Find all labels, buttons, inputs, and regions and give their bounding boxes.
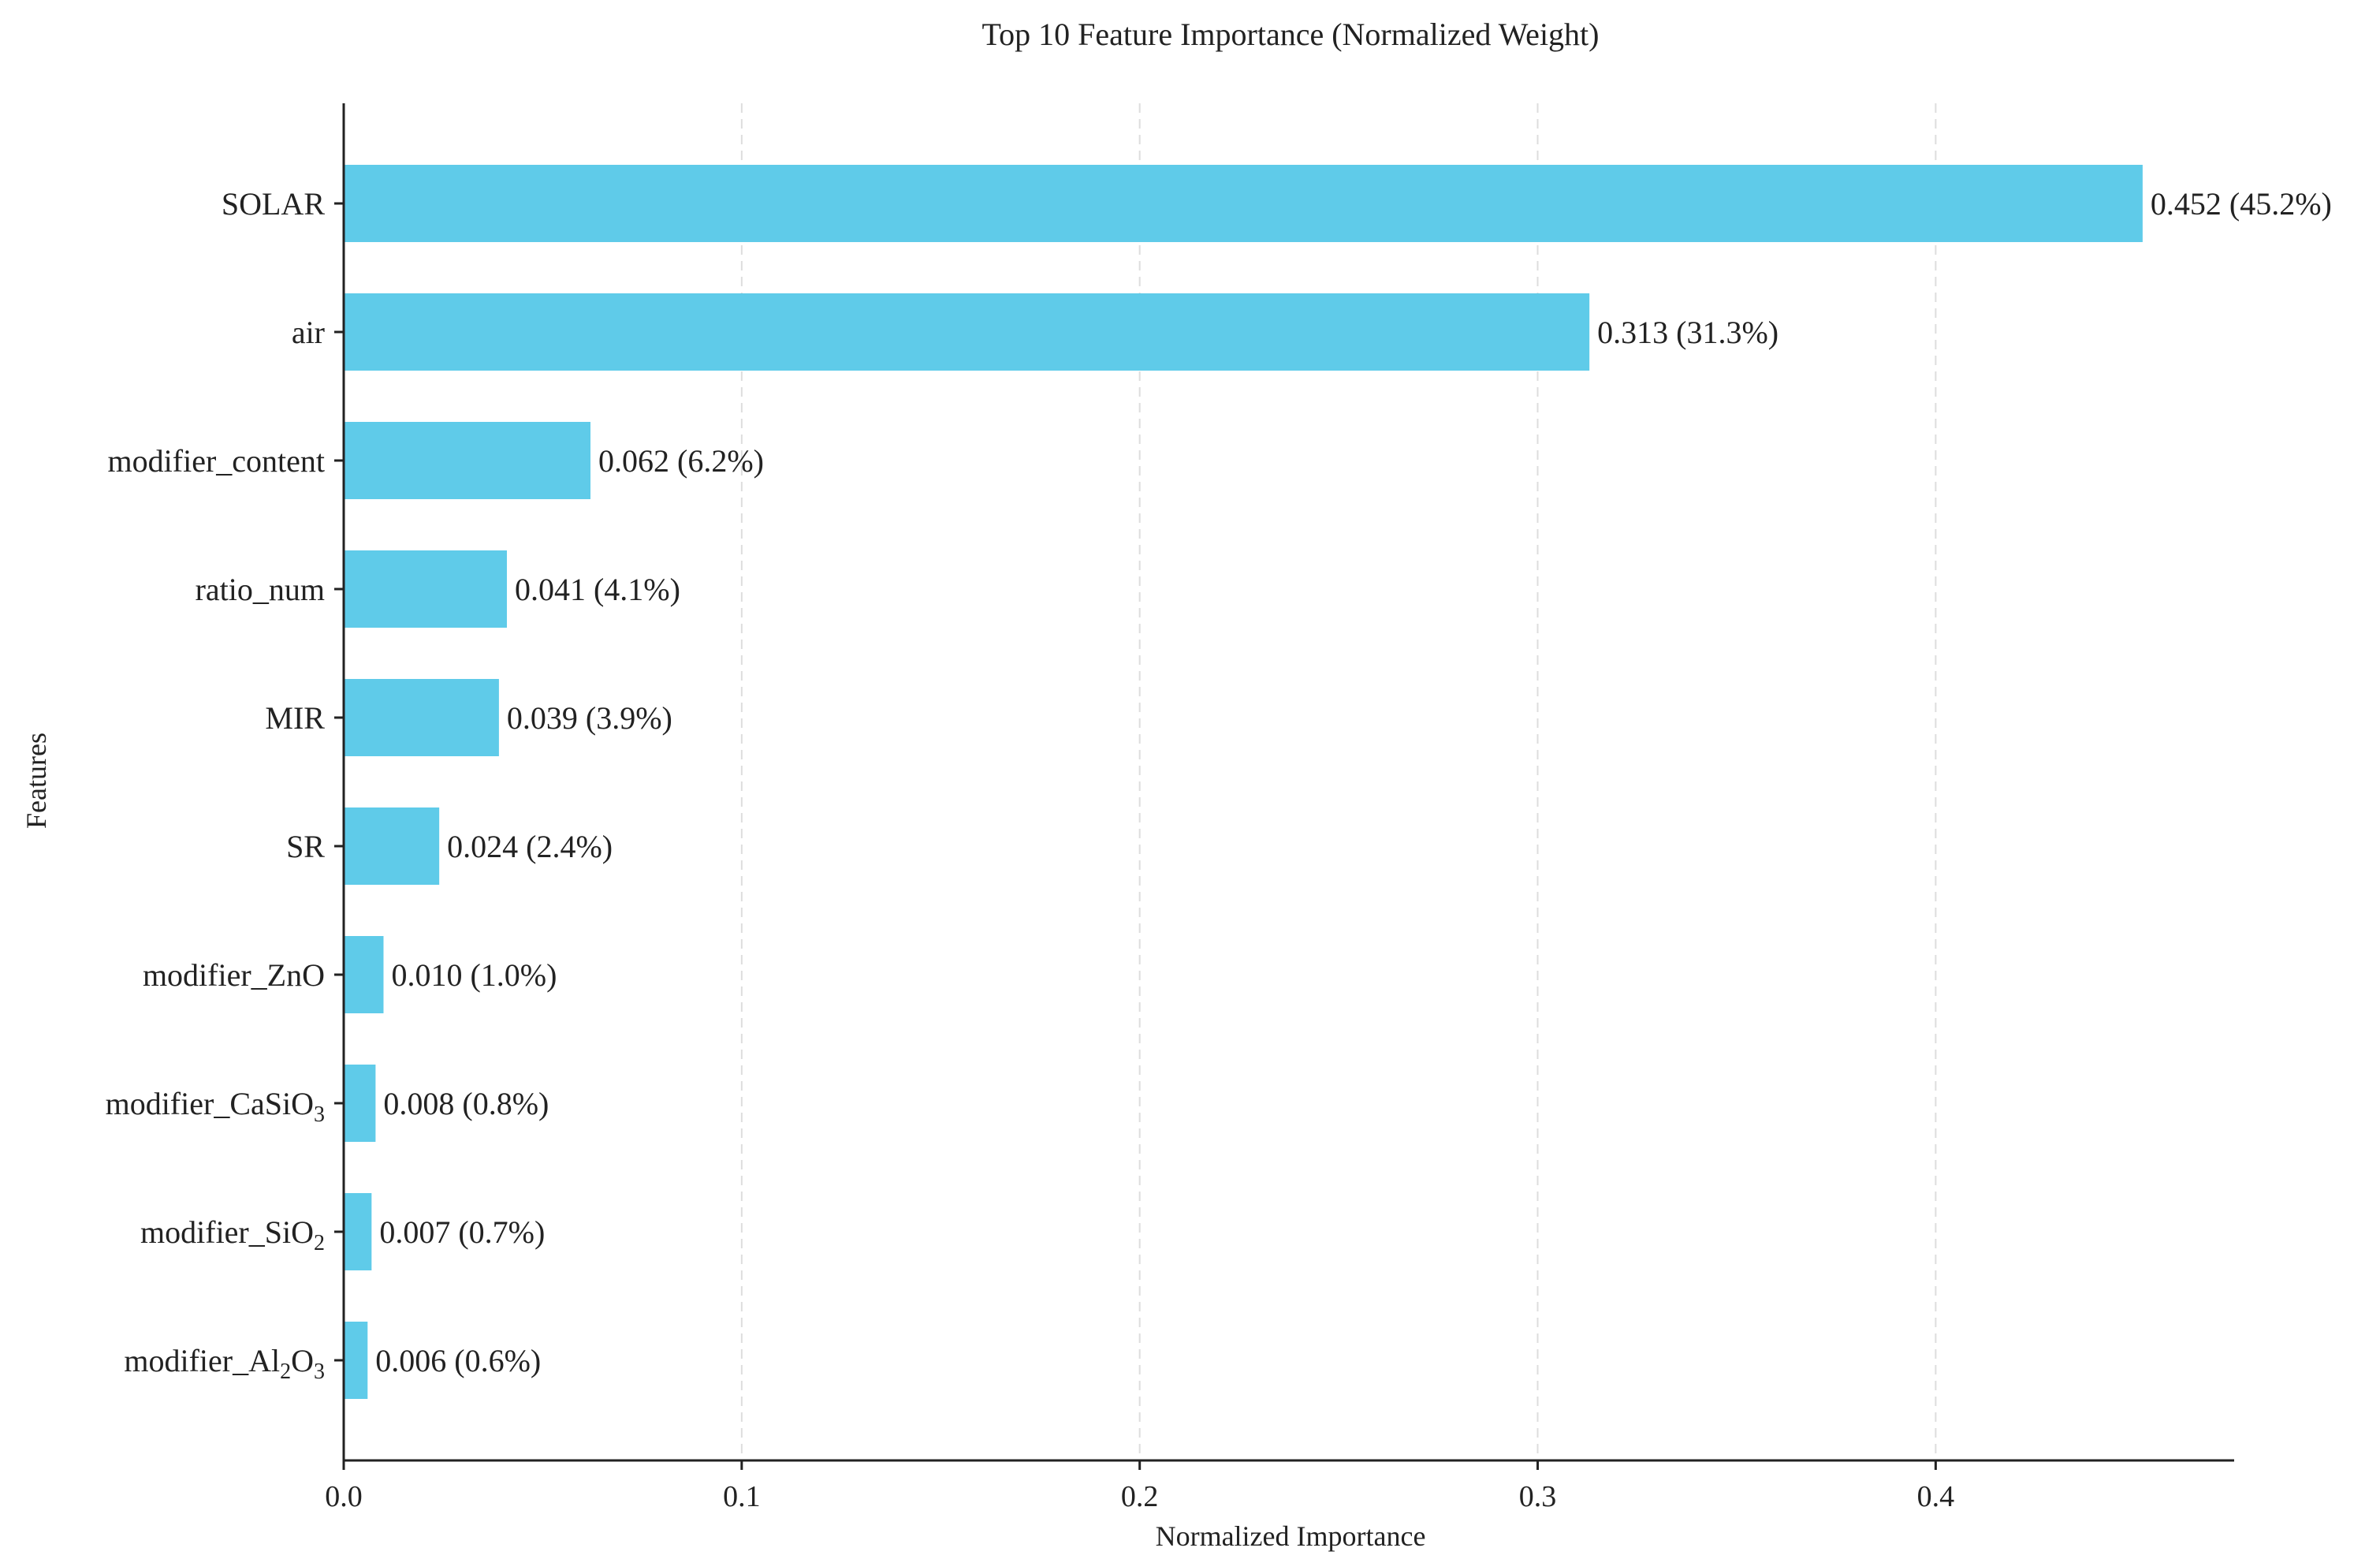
y-tick-label-text: modifier_CaSiO xyxy=(106,1086,314,1121)
y-tick-label-subscript: 2 xyxy=(280,1359,291,1384)
y-tick-label: modifier_Al2O3 xyxy=(124,1343,325,1384)
data-label: 0.313 (31.3%) xyxy=(1597,315,1778,350)
y-tick-label-text: modifier_content xyxy=(108,443,325,479)
chart-title: Top 10 Feature Importance (Normalized We… xyxy=(982,17,1600,52)
y-tick-label: MIR xyxy=(265,700,325,736)
data-label: 0.007 (0.7%) xyxy=(379,1214,545,1250)
y-tick-layer: SOLAR air modifier_content ratio_num MIR SR mo… xyxy=(106,186,344,1384)
y-tick-label-text: SOLAR xyxy=(222,186,325,222)
bar xyxy=(344,936,384,1013)
data-label: 0.010 (1.0%) xyxy=(391,957,557,993)
data-label: 0.039 (3.9%) xyxy=(507,700,672,736)
x-axis-label: Normalized Importance xyxy=(1156,1520,1426,1552)
bar xyxy=(344,165,2143,242)
y-tick-label-text: MIR xyxy=(265,700,325,736)
data-label: 0.041 (4.1%) xyxy=(515,572,680,607)
x-tick-layer: 0.0 0.1 0.2 0.3 0.4 xyxy=(325,1460,1954,1513)
y-axis-label: Features xyxy=(20,733,52,829)
y-tick-label-text: SR xyxy=(286,829,325,864)
x-tick-label: 0.4 xyxy=(1917,1480,1955,1513)
y-tick-label-subscript: 2 xyxy=(314,1231,325,1255)
bar-layer xyxy=(344,165,2143,1399)
y-tick-label: modifier_CaSiO3 xyxy=(106,1086,325,1127)
y-tick-label-subscript: 3 xyxy=(314,1102,325,1127)
bar xyxy=(344,1065,376,1142)
y-tick-label: air xyxy=(292,315,325,350)
y-tick-label: ratio_num xyxy=(196,572,325,607)
y-tick-label-text: O xyxy=(291,1343,314,1378)
data-label: 0.024 (2.4%) xyxy=(447,829,613,864)
bar xyxy=(344,807,440,885)
bar xyxy=(344,293,1590,371)
x-tick-label: 0.0 xyxy=(325,1480,363,1513)
y-tick-label: modifier_content xyxy=(108,443,325,479)
y-tick-label-text: modifier_Al xyxy=(124,1343,280,1378)
y-tick-label: modifier_SiO2 xyxy=(140,1214,325,1255)
y-tick-label-text: modifier_ZnO xyxy=(143,957,325,993)
y-tick-label-text: air xyxy=(292,315,325,350)
y-tick-label: SOLAR xyxy=(222,186,325,222)
data-label: 0.006 (0.6%) xyxy=(375,1343,541,1378)
y-tick-label-text: ratio_num xyxy=(196,572,325,607)
y-tick-label: modifier_ZnO xyxy=(143,957,325,993)
x-tick-label: 0.2 xyxy=(1121,1480,1159,1513)
bar xyxy=(344,1322,368,1399)
bar xyxy=(344,1193,372,1270)
data-label: 0.008 (0.8%) xyxy=(383,1086,549,1121)
data-label-layer: 0.452 (45.2%) 0.313 (31.3%) 0.062 (6.2%) 0.… xyxy=(375,186,2332,1378)
bar xyxy=(344,679,499,756)
data-label: 0.062 (6.2%) xyxy=(598,443,764,479)
y-tick-label: SR xyxy=(286,829,325,864)
bar xyxy=(344,422,591,499)
x-tick-label: 0.3 xyxy=(1519,1480,1557,1513)
y-tick-label-text: modifier_SiO xyxy=(140,1214,314,1250)
x-tick-label: 0.1 xyxy=(723,1480,761,1513)
data-label: 0.452 (45.2%) xyxy=(2151,186,2332,222)
y-tick-label-subscript: 3 xyxy=(314,1359,325,1384)
bar xyxy=(344,550,507,628)
